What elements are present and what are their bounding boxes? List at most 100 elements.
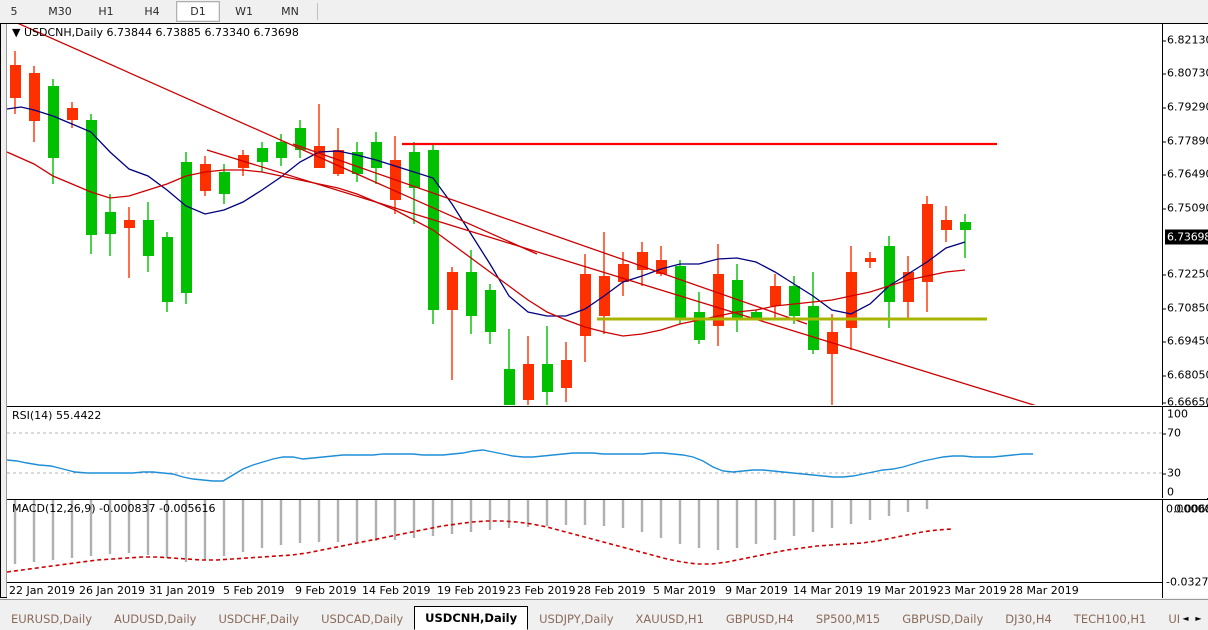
tab-audusd-daily[interactable]: AUDUSD,Daily	[114, 612, 197, 626]
date-tick: 23 Feb 2019	[507, 584, 575, 597]
candle	[523, 336, 534, 405]
tab-usdchf-daily[interactable]: USDCHF,Daily	[218, 612, 300, 626]
price-tick: 6.79290	[1163, 101, 1208, 114]
date-tick: 22 Jan 2019	[9, 584, 75, 597]
macd-tick-upper: 0.00684	[1174, 502, 1208, 516]
current-price-label: 6.73698	[1165, 229, 1208, 245]
macd-pane[interactable]: MACD(12,26,9) -0.000837 -0.005616	[7, 499, 1162, 582]
candle	[561, 342, 572, 402]
candle	[409, 142, 420, 224]
date-tick: 19 Feb 2019	[437, 584, 505, 597]
rsi-pane[interactable]: RSI(14) 55.4422	[7, 406, 1162, 499]
tab-eurusd-daily[interactable]: EURUSD,Daily	[11, 612, 92, 626]
date-tick: 19 Mar 2019	[867, 584, 937, 597]
collapse-icon[interactable]: ▼	[12, 26, 21, 39]
price-tick: 6.68050	[1163, 369, 1208, 382]
macd-signal-line	[7, 520, 953, 573]
candle	[219, 164, 230, 204]
candle	[390, 136, 401, 214]
price-tick: 6.82130	[1163, 34, 1208, 47]
macd-scale[interactable]: 0.00000 0.00684 -0.03278	[1162, 499, 1208, 598]
ma-fast-line	[7, 106, 966, 317]
candle	[276, 134, 287, 166]
timeframe-d1[interactable]: D1	[176, 1, 220, 22]
date-tick: 26 Jan 2019	[79, 584, 145, 597]
candle	[143, 202, 154, 272]
timeframe-mn[interactable]: MN	[281, 5, 299, 18]
candle	[808, 272, 819, 354]
candlestick-series	[10, 51, 971, 405]
price-tick: 6.69450	[1163, 335, 1208, 348]
tab-dj30-h4[interactable]: DJ30,H4	[1005, 612, 1052, 626]
date-tick: 14 Feb 2019	[362, 584, 430, 597]
macd-histogram	[13, 500, 929, 564]
price-tick: 6.80730	[1163, 67, 1208, 80]
price-tick: 6.75090	[1163, 202, 1208, 215]
candle	[29, 66, 40, 142]
price-pane[interactable]: ▼ USDCNH,Daily 6.73844 6.73885 6.73340 6…	[7, 24, 1162, 405]
candle	[637, 242, 648, 286]
toolbar-separator	[317, 3, 318, 20]
price-scale[interactable]: 6.82130 6.80730 6.79290 6.77890 6.76490 …	[1162, 24, 1208, 409]
chart-window[interactable]: ▼ USDCNH,Daily 6.73844 6.73885 6.73340 6…	[0, 23, 1208, 599]
candle	[485, 284, 496, 344]
candle	[295, 120, 306, 158]
timeframe-m15[interactable]: 5	[10, 5, 18, 18]
tab-usdjpy-daily[interactable]: USDJPY,Daily	[539, 612, 614, 626]
tab-gbpusd-h4[interactable]: GBPUSD,H4	[725, 612, 794, 626]
rsi-scale[interactable]: 100 70 30 0	[1162, 406, 1208, 499]
rsi-label: RSI(14) 55.4422	[12, 409, 102, 422]
candle	[352, 142, 363, 182]
tab-usdcad-daily[interactable]: USDCAD,Daily	[321, 612, 404, 626]
date-tick: 14 Mar 2019	[793, 584, 863, 597]
price-plot	[7, 24, 1037, 405]
candle	[542, 326, 553, 405]
timeframe-h4[interactable]: H4	[144, 5, 160, 18]
tab-sp500-m15[interactable]: SP500,M15	[815, 612, 881, 626]
chart-tab-strip: EURUSD,Daily AUDUSD,Daily USDCHF,Daily U…	[0, 600, 1179, 630]
tab-usdcnh-daily[interactable]: USDCNH,Daily	[414, 606, 529, 630]
price-tick: 6.72250	[1163, 268, 1208, 281]
downtrend-line-upper[interactable]	[7, 24, 538, 255]
candle	[884, 236, 895, 328]
chart-left-gutter	[1, 24, 7, 597]
date-tick: 9 Mar 2019	[725, 584, 788, 597]
tab-xauusd-h1[interactable]: XAUUSD,H1	[635, 612, 704, 626]
rsi-tick: 30	[1163, 466, 1181, 480]
tab-gbpusd-daily[interactable]: GBPUSD,Daily	[902, 612, 984, 626]
candle	[371, 132, 382, 184]
chart-header-label: ▼ USDCNH,Daily 6.73844 6.73885 6.73340 6…	[12, 26, 299, 39]
date-tick: 28 Feb 2019	[577, 584, 645, 597]
macd-tick-zero: 0.00000	[1166, 502, 1208, 516]
candle	[941, 206, 952, 242]
date-tick: 5 Feb 2019	[223, 584, 284, 597]
timeframe-m30[interactable]: M30	[48, 5, 72, 18]
candle	[675, 260, 686, 324]
timeframe-toolbar: 5 M30 H1 H4 D1 W1 MN	[0, 0, 1208, 24]
tab-scroll-right-icon[interactable]: ►	[1195, 613, 1202, 623]
candle	[656, 246, 667, 276]
timeframe-h1[interactable]: H1	[98, 5, 114, 18]
downtrend-line-mid[interactable]	[292, 143, 808, 325]
rsi-tick: 70	[1163, 426, 1181, 440]
macd-tick-lower: -0.03278	[1166, 575, 1208, 589]
date-tick: 5 Mar 2019	[653, 584, 716, 597]
downtrend-line-lower[interactable]	[206, 149, 1037, 405]
candle	[580, 254, 591, 362]
timeframe-w1[interactable]: W1	[235, 5, 253, 18]
tab-scroll-left-icon[interactable]: ◄	[1182, 613, 1189, 623]
candle	[846, 246, 857, 350]
candle	[466, 250, 477, 334]
candle	[10, 51, 21, 114]
tab-tech100-h1[interactable]: TECH100,H1	[1073, 612, 1147, 626]
tab-partial[interactable]: UI	[1168, 612, 1179, 626]
tab-nav-controls: ◄ ►	[1179, 607, 1208, 629]
price-tick: 6.70850	[1163, 302, 1208, 315]
candle	[922, 196, 933, 312]
candle	[827, 314, 838, 405]
candle	[124, 207, 135, 278]
macd-plot	[7, 500, 953, 573]
price-tick: 6.77890	[1163, 135, 1208, 148]
chart-tab-bar: EURUSD,Daily AUDUSD,Daily USDCHF,Daily U…	[0, 599, 1208, 630]
